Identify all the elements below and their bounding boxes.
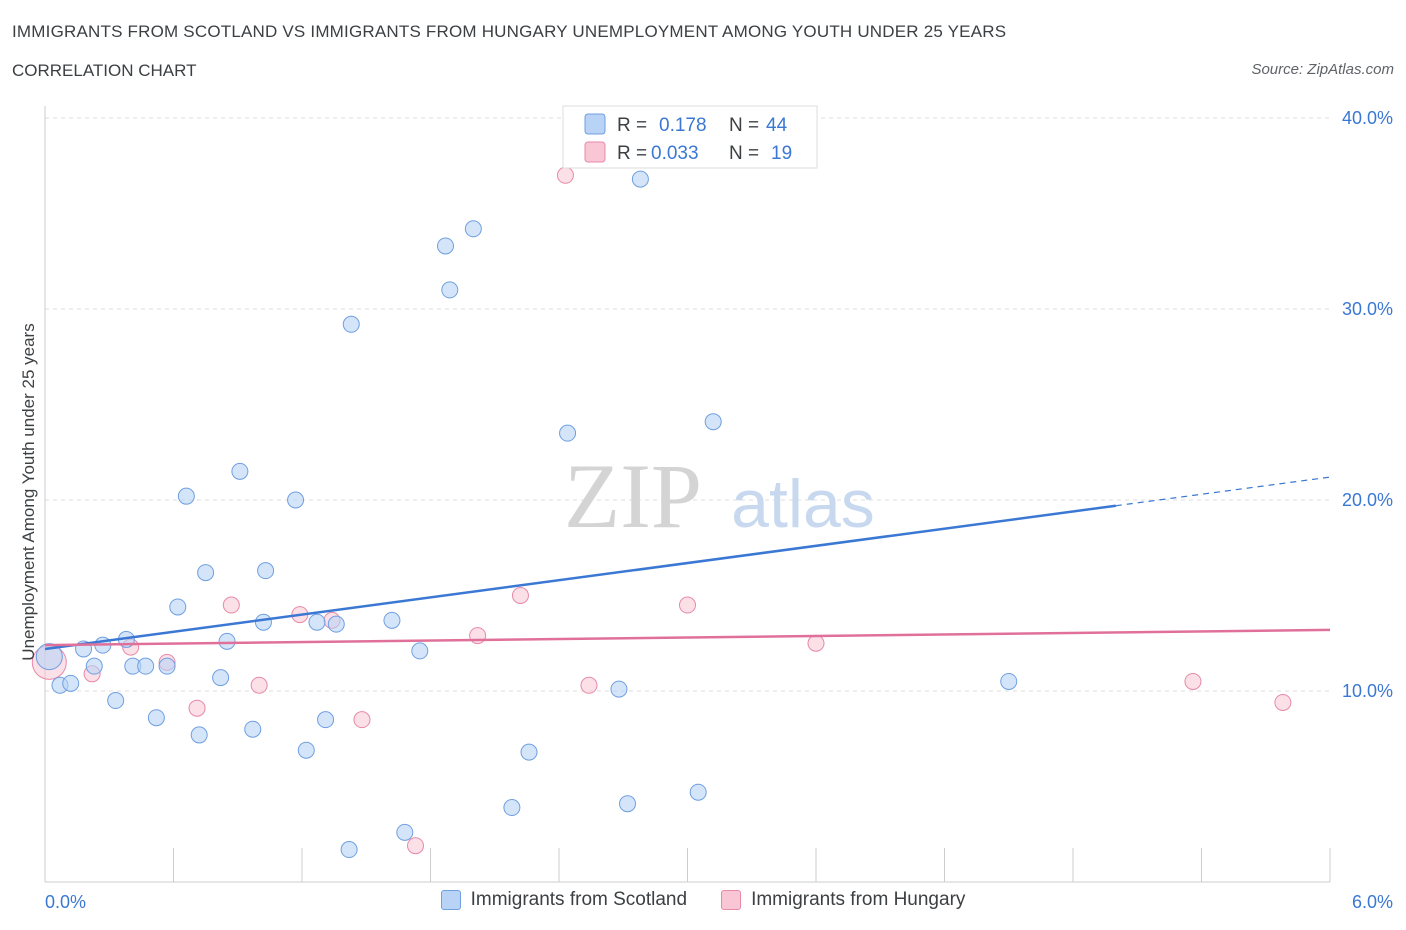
legend-item-hungary[interactable]: Immigrants from Hungary — [721, 889, 965, 911]
y-tick-label-30: 30.0% — [1342, 299, 1393, 319]
point-scotland — [231, 462, 249, 480]
x-tick-label-max: 6.0% — [1352, 892, 1393, 912]
chart-title: IMMIGRANTS FROM SCOTLAND VS IMMIGRANTS F… — [12, 22, 1007, 41]
x-tick-label-min: 0.0% — [45, 892, 86, 912]
legend-r-value-scotland: 0.178 — [659, 115, 707, 136]
point-scotland — [254, 613, 272, 631]
point-scotland — [62, 674, 80, 692]
point-hungary — [407, 837, 425, 855]
legend-item-scotland[interactable]: Immigrants from Scotland — [440, 889, 688, 911]
point-scotland — [197, 564, 215, 582]
legend-label-scotland: Immigrants from Scotland — [470, 889, 688, 910]
trendline-hungary — [44, 628, 1331, 647]
point-hungary — [580, 676, 598, 694]
legend-label-hungary: Immigrants from Hungary — [751, 889, 966, 910]
point-scotland — [464, 220, 482, 238]
point-scotland — [619, 795, 637, 813]
point-scotland — [35, 643, 63, 671]
point-scotland — [342, 315, 360, 333]
point-scotland — [631, 170, 649, 188]
point-scotland — [396, 823, 414, 841]
point-scotland — [218, 632, 236, 650]
legend-n-value-hungary: 19 — [771, 143, 792, 164]
point-scotland — [411, 642, 429, 660]
chart-subtitle: CORRELATION CHART — [12, 61, 197, 80]
point-hungary — [222, 596, 240, 614]
point-scotland — [559, 424, 577, 442]
legend-swatch-hungary-bottom — [721, 890, 742, 910]
point-scotland — [158, 657, 176, 675]
stats-legend: R = 0.178 N = 44 R = 0.033 N = 19 — [562, 105, 818, 169]
point-scotland — [169, 598, 187, 616]
point-hungary — [1274, 693, 1292, 711]
point-scotland — [308, 613, 326, 631]
point-scotland — [1000, 672, 1018, 690]
legend-r-value-hungary: 0.033 — [651, 143, 699, 164]
y-tick-label-40: 40.0% — [1342, 108, 1393, 128]
watermark-atlas: atlas — [731, 466, 875, 542]
trendline-scotland — [44, 504, 1116, 651]
axes-layer: 10.0% 20.0% 30.0% 40.0% 0.0% 6.0% — [44, 106, 1393, 912]
point-scotland — [383, 611, 401, 629]
y-tick-label-10: 10.0% — [1342, 681, 1393, 701]
point-hungary — [807, 634, 825, 652]
point-scotland — [704, 413, 722, 431]
point-scotland — [244, 720, 262, 738]
point-scotland — [317, 711, 335, 729]
point-scotland — [689, 783, 707, 801]
legend-n-label-scotland: N = — [729, 115, 759, 136]
trend-layer — [44, 476, 1331, 651]
point-scotland — [441, 281, 459, 299]
legend-n-value-scotland: 44 — [766, 115, 788, 136]
point-scotland — [503, 799, 521, 817]
watermark-zip: ZIP — [564, 445, 702, 547]
legend-swatch-scotland-bottom — [440, 890, 461, 910]
point-hungary — [1184, 672, 1202, 690]
point-scotland — [297, 741, 315, 759]
point-scotland — [257, 562, 275, 580]
point-scotland — [137, 657, 155, 675]
point-scotland — [212, 669, 230, 687]
point-scotland — [190, 726, 208, 744]
point-scotland — [287, 491, 305, 509]
point-scotland — [610, 680, 628, 698]
point-hungary — [556, 166, 574, 184]
point-scotland — [107, 692, 125, 710]
point-scotland — [340, 841, 358, 859]
legend-r-label-hungary: R = — [617, 143, 647, 164]
point-scotland — [85, 657, 103, 675]
legend-r-label-scotland: R = — [617, 115, 647, 136]
point-hungary — [250, 676, 268, 694]
y-axis-label: Unemployment Among Youth under 25 years — [19, 323, 38, 660]
legend-swatch-scotland — [584, 113, 606, 135]
source-label: Source: ZipAtlas.com — [1251, 61, 1394, 78]
point-hungary — [188, 699, 206, 717]
point-scotland — [147, 709, 165, 727]
point-scotland — [436, 237, 454, 255]
y-tick-label-20: 20.0% — [1342, 490, 1393, 510]
point-hungary — [353, 711, 371, 729]
point-scotland — [327, 615, 345, 633]
point-scotland — [520, 743, 538, 761]
trendline-scotland-extension — [1115, 476, 1331, 507]
point-scotland — [177, 487, 195, 505]
bottom-legend: Immigrants from Scotland Immigrants from… — [0, 889, 1406, 911]
point-hungary — [511, 587, 529, 604]
legend-n-label-hungary: N = — [729, 143, 759, 164]
legend-swatch-hungary — [584, 141, 606, 163]
point-hungary — [679, 596, 696, 614]
